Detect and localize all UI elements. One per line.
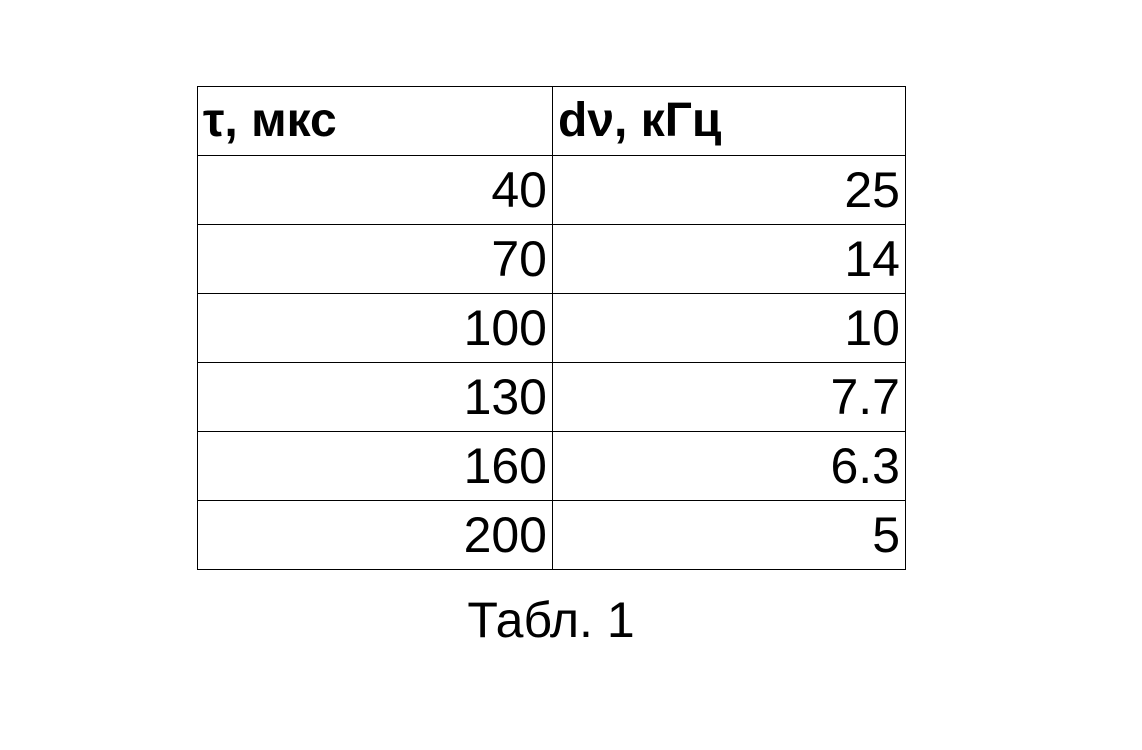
cell-dnu: 25: [552, 155, 906, 225]
table-row: 40 25: [197, 155, 906, 225]
table-row: 130 7.7: [197, 362, 906, 432]
table-row: 200 5: [197, 500, 906, 570]
cell-tau: 70: [197, 224, 553, 294]
cell-tau: 200: [197, 500, 553, 570]
table-caption: Табл. 1: [467, 592, 635, 648]
cell-tau: 100: [197, 293, 553, 363]
cell-dnu: 14: [552, 224, 906, 294]
data-table: τ, мкс dν, кГц 40 25 70 14 100 10 130 7.…: [197, 86, 906, 570]
table-row: 100 10: [197, 293, 906, 363]
table-header-row: τ, мкс dν, кГц: [197, 86, 906, 156]
header-dnu: dν, кГц: [552, 86, 906, 156]
cell-dnu: 6.3: [552, 431, 906, 501]
header-tau: τ, мкс: [197, 86, 553, 156]
table-row: 70 14: [197, 224, 906, 294]
cell-tau: 130: [197, 362, 553, 432]
cell-dnu: 10: [552, 293, 906, 363]
cell-dnu: 5: [552, 500, 906, 570]
cell-tau: 160: [197, 431, 553, 501]
cell-tau: 40: [197, 155, 553, 225]
cell-dnu: 7.7: [552, 362, 906, 432]
table-row: 160 6.3: [197, 431, 906, 501]
